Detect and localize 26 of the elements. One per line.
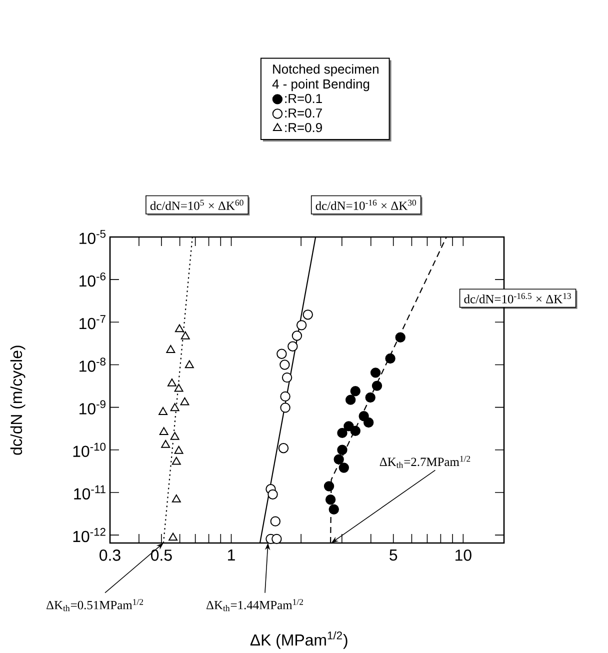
- x-tick-label: 1: [228, 550, 235, 560]
- y-tick-label: 10$^{-12}$: [73, 528, 106, 542]
- text: dc/dN=10$^{-16}$ × ΔK$^{30}$: [316, 200, 416, 210]
- x-tick-label: 0.5: [150, 550, 172, 561]
- chart-subtitle: 4 - point Bending: [272, 79, 370, 92]
- legend-label: :R=0.7: [285, 108, 322, 118]
- y-tick-label: 10$^{-7}$: [80, 315, 106, 330]
- x-tick-label: 0.3: [100, 550, 120, 561]
- y-tick-label: 10$^{-9}$: [80, 400, 106, 414]
- legend-title: Notched specimen: [273, 64, 378, 76]
- annotation: dc/dN=10$^{-16.5}$ × ΔK$^{13}$: [464, 293, 571, 304]
- x-tick-label: 10: [456, 550, 472, 561]
- legend-label: :R=0.9: [285, 122, 322, 132]
- annotation: ΔK$_{th}$=1.44MPam$^{1/2}$: [206, 599, 303, 612]
- x-axis-title: ΔK (MPam$^{1/2}$): [250, 631, 348, 649]
- y-tick-label: 10$^{-11}$: [74, 485, 106, 500]
- y-tick-label: 10$^{-10}$: [73, 442, 106, 457]
- y-tick-label: 10$^{-8}$: [80, 358, 106, 372]
- annotation: ΔK$_{th}$=0.51MPam$^{1/2}$: [46, 599, 144, 612]
- x-tick-label: 5: [390, 550, 398, 561]
- y-tick-label: 10$^{-6}$: [80, 272, 106, 287]
- text: dc/dN=10$^{5}$ × ΔK$^{60}$: [150, 200, 244, 210]
- y-tick-label: 10$^{-5}$: [80, 230, 106, 244]
- legend-label: :R=0.1: [285, 94, 322, 104]
- annotation: ΔK$_{th}$=2.7MPam$^{1/2}$: [380, 456, 470, 468]
- y-axis-title: dc/dN (m/cycle): [10, 346, 26, 455]
